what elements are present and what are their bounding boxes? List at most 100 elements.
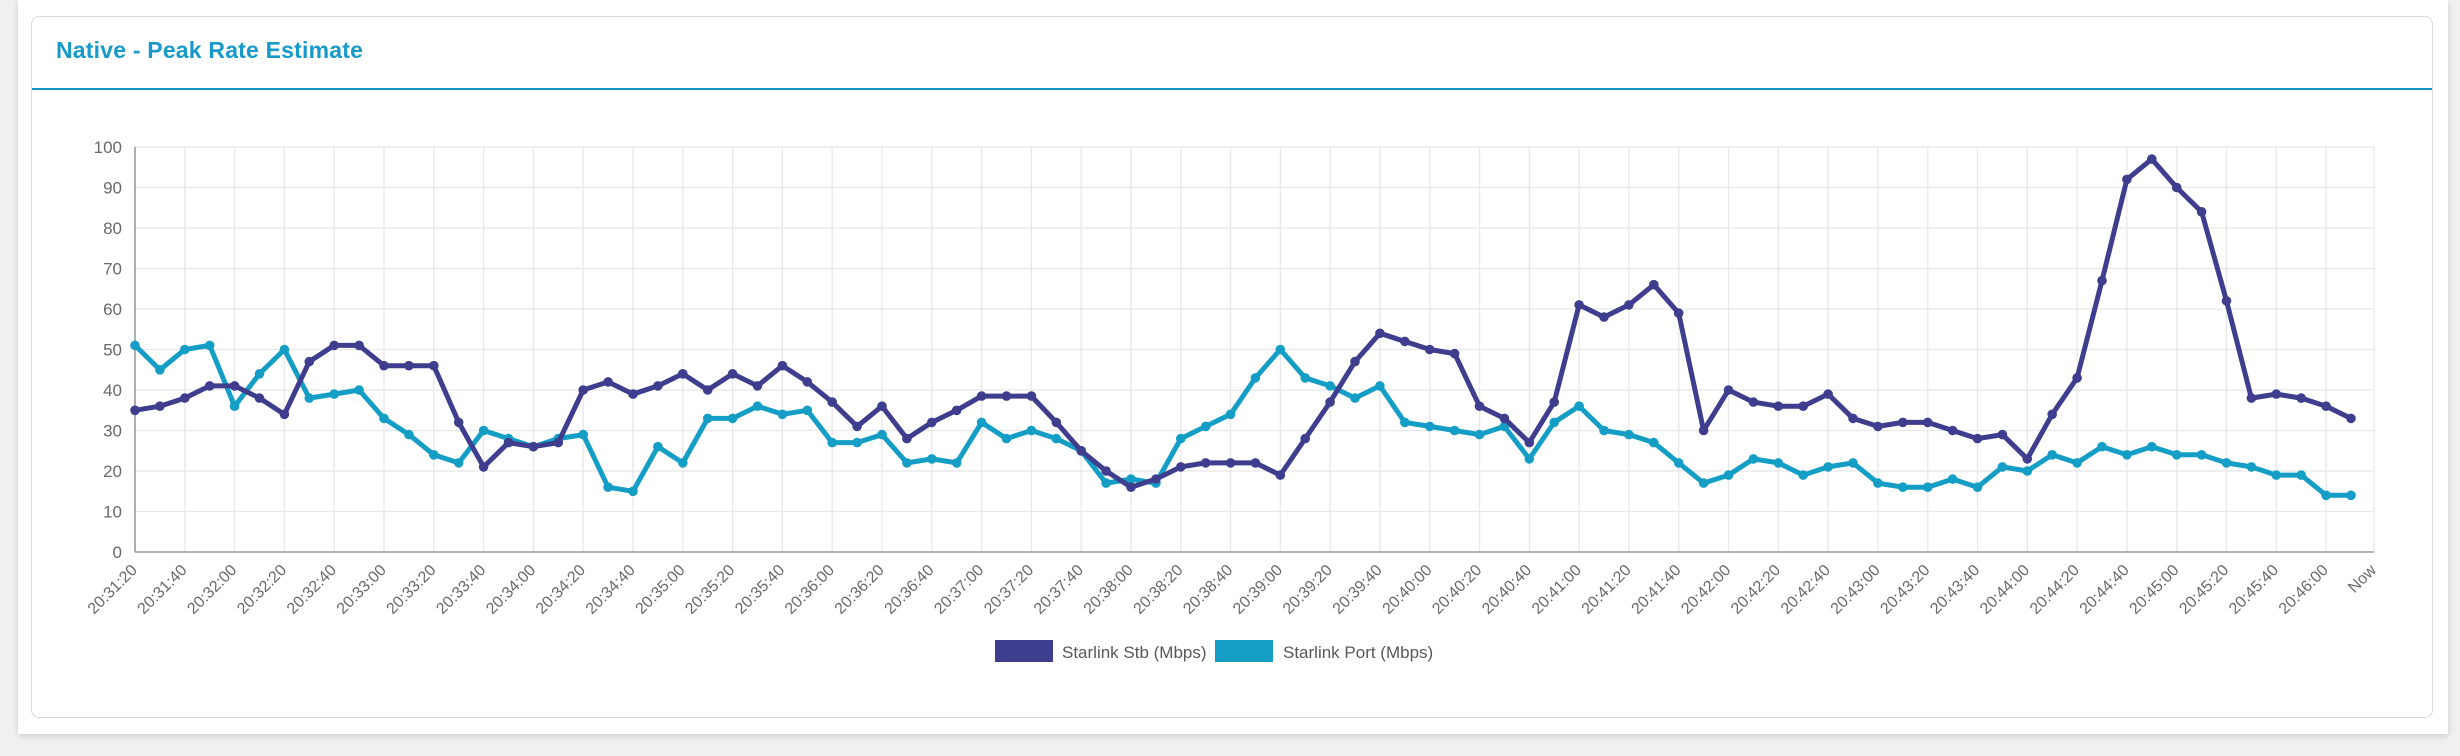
data-point [2196,207,2207,217]
data-point [2346,490,2356,501]
legend-item-starlink-stb-mbps[interactable]: Starlink Stb (Mbps) [995,640,1207,662]
data-point [2072,373,2082,383]
data-point [1574,300,1584,310]
svg-text:20:43:40: 20:43:40 [1927,562,1983,618]
data-point [1176,433,1186,444]
data-point [852,437,862,448]
data-point [229,401,240,412]
data-point [1698,478,1709,488]
data-point [429,450,439,460]
data-point [2097,441,2107,452]
data-point [653,441,663,452]
data-point [1599,425,1609,436]
data-point [578,429,588,440]
data-point [1748,454,1759,464]
data-point [1798,470,1808,480]
data-point [1400,417,1410,428]
starlink-stb-mbps-series [130,154,2356,493]
svg-text:20:43:20: 20:43:20 [1877,562,1933,618]
legend-swatch [1215,640,1273,662]
data-point [354,340,364,351]
data-point [2171,450,2182,460]
data-point [453,458,464,468]
svg-text:20:34:00: 20:34:00 [483,562,539,618]
data-point [1773,401,1784,412]
data-point [229,381,240,391]
data-point [2072,458,2082,468]
data-point [1275,470,1286,480]
data-point [1848,413,1858,424]
data-point [902,458,912,468]
svg-text:80: 80 [103,219,122,238]
data-point [1001,433,1012,444]
data-point [2047,409,2057,420]
dashboard-panel: Native - Peak Rate Estimate [18,0,2448,734]
svg-text:20:41:40: 20:41:40 [1628,562,1684,618]
legend-label: Starlink Stb (Mbps) [1062,643,1207,662]
data-point [2122,450,2132,460]
data-point [2271,389,2282,399]
svg-text:20:31:20: 20:31:20 [85,562,141,618]
data-point [1200,421,1211,432]
data-point [976,391,987,401]
data-point [1449,348,1460,359]
data-point [1225,458,1236,468]
data-point [1101,478,1111,488]
svg-text:30: 30 [103,422,122,441]
svg-text:20:32:00: 20:32:00 [184,562,240,618]
data-point [304,356,315,367]
data-point [1325,397,1335,407]
data-point [777,360,788,371]
data-point [2346,413,2356,424]
data-point [1151,474,1161,484]
data-point [1375,328,1385,339]
svg-text:20:44:00: 20:44:00 [1977,562,2033,618]
svg-text:20:38:20: 20:38:20 [1131,562,1187,618]
data-point [1026,391,1037,401]
svg-text:20:41:00: 20:41:00 [1529,562,1585,618]
data-point [155,401,165,412]
data-point [1673,308,1684,318]
data-point [1698,425,1709,436]
data-point [1773,458,1784,468]
chart-legend: Starlink Stb (Mbps) Starlink Port (Mbps) [995,640,1433,662]
data-point [1474,401,1485,412]
data-point [1649,279,1659,290]
data-point [1275,344,1286,355]
data-point [702,413,713,424]
svg-text:20:37:20: 20:37:20 [981,562,1037,618]
svg-text:20:39:40: 20:39:40 [1330,562,1386,618]
data-point [180,393,190,403]
svg-text:20:35:20: 20:35:20 [682,562,738,618]
data-point [503,437,514,448]
svg-text:20:43:00: 20:43:00 [1828,562,1884,618]
data-point [130,340,140,351]
svg-text:20:44:20: 20:44:20 [2027,562,2083,618]
svg-text:20:45:00: 20:45:00 [2126,562,2182,618]
data-point [304,393,315,403]
svg-text:20:31:40: 20:31:40 [135,562,191,618]
data-point [528,441,539,452]
data-point [727,413,738,424]
data-point [827,397,837,407]
svg-text:20:34:40: 20:34:40 [583,562,639,618]
data-point [1947,474,1958,484]
legend-item-starlink-port-mbps[interactable]: Starlink Port (Mbps) [1215,640,1433,662]
data-point [1873,421,1883,432]
data-point [653,381,663,391]
data-point [1947,425,1958,436]
data-point [802,377,813,387]
x-axis-labels: 20:31:2020:31:4020:32:0020:32:2020:32:40… [85,561,2380,617]
svg-text:20:40:40: 20:40:40 [1479,562,1535,618]
data-point [379,360,389,371]
data-point [1624,300,1634,310]
svg-text:20:42:20: 20:42:20 [1728,562,1784,618]
data-point [802,405,813,416]
data-point [1350,356,1360,367]
data-point [1997,429,2008,440]
data-point [877,429,887,440]
data-point [2097,275,2107,286]
horizontal-gridlines [135,146,2374,513]
data-point [1126,474,1136,484]
svg-text:20:32:20: 20:32:20 [234,562,290,618]
